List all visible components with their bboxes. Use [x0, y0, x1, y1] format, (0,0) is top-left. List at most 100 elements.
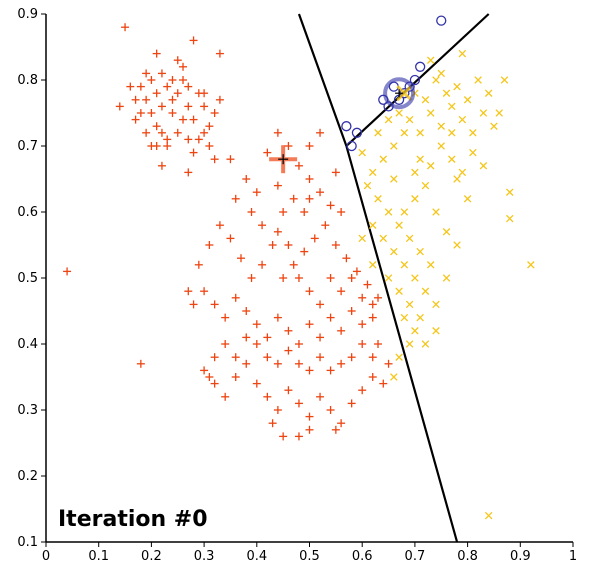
cluster-blue-point	[415, 61, 426, 72]
cluster-yellow-point	[484, 511, 493, 520]
x-tick-label: 0	[42, 549, 50, 564]
cluster-red-point	[294, 359, 303, 368]
cluster-yellow-point	[432, 76, 440, 84]
cluster-red-point	[200, 102, 209, 111]
cluster-yellow-point	[453, 241, 461, 249]
cluster-red-point	[194, 260, 203, 269]
boundary-red-blue	[297, 13, 348, 147]
plot-area: 0 0.1 0.2 0.3 0.4 0.5 0.6 0.7 0.8 0.9 1 0.10.20.30…	[17, 7, 577, 564]
cluster-yellow-point	[421, 181, 430, 190]
cluster-red-point	[63, 267, 72, 276]
x-tick-label: 0.6	[352, 549, 373, 564]
cluster-red-point	[263, 333, 272, 342]
cluster-yellow-point	[384, 208, 393, 216]
cluster-yellow-point	[416, 313, 424, 322]
boundary-blue-yellow	[345, 13, 490, 147]
cluster-red-centroid-cross	[278, 154, 289, 165]
cluster-red-point	[147, 109, 156, 117]
cluster-yellow-centroid	[396, 85, 413, 102]
x-tick-label: 0.9	[510, 549, 531, 564]
cluster-red-point	[263, 148, 272, 157]
cluster-red-point	[294, 432, 303, 441]
cluster-red-point	[305, 287, 314, 296]
cluster-yellow-point	[469, 129, 477, 137]
y-tick-label: 0.5	[17, 271, 38, 286]
cluster-red-point	[368, 313, 377, 322]
cluster-red-point	[305, 194, 314, 203]
cluster-blue-point	[409, 74, 421, 86]
cluster-red-point	[273, 406, 282, 414]
cluster-red-point	[242, 333, 251, 342]
cluster-yellow-point	[490, 122, 498, 130]
cluster-yellow-point	[384, 115, 393, 124]
cluster-red-point	[242, 307, 251, 315]
cluster-red-point	[384, 359, 393, 368]
cluster-red-point	[226, 155, 235, 164]
cluster-red-point	[258, 221, 267, 230]
cluster-red-point	[157, 161, 166, 170]
cluster-red-point	[210, 353, 219, 362]
x-tick-label: 0.7	[405, 549, 426, 564]
cluster-red-point	[342, 254, 351, 263]
cluster-red-point	[337, 419, 346, 428]
cluster-yellow-point	[405, 300, 414, 309]
cluster-red-point	[231, 194, 240, 203]
cluster-red-point	[305, 425, 314, 434]
cluster-red-point	[115, 102, 124, 111]
cluster-red-point	[284, 346, 293, 355]
cluster-yellow-point	[358, 148, 366, 157]
cluster-red-point	[273, 359, 282, 368]
cluster-red-point	[331, 241, 340, 249]
cluster-red-point	[305, 366, 314, 375]
cluster-red-point	[152, 49, 161, 58]
cluster-yellow-point	[411, 327, 419, 335]
boundary-red-yellow-lower	[345, 145, 459, 543]
cluster-red-point	[131, 95, 140, 104]
cluster-red-point	[136, 82, 145, 91]
cluster-red-point	[252, 340, 261, 348]
cluster-yellow-point	[479, 109, 488, 117]
cluster-red-point	[284, 326, 293, 335]
cluster-yellow-point	[400, 261, 409, 269]
cluster-yellow-point	[474, 76, 482, 84]
cluster-red-point	[142, 128, 151, 137]
cluster-red-point	[210, 379, 219, 388]
cluster-yellow-point	[463, 96, 472, 104]
cluster-red-point	[358, 386, 367, 395]
cluster-red-point	[221, 340, 230, 348]
cluster-yellow-point	[426, 261, 435, 269]
cluster-yellow-point	[506, 188, 514, 196]
cluster-red-point	[273, 227, 282, 236]
cluster-yellow-point	[421, 287, 430, 295]
cluster-red-point	[284, 241, 293, 249]
cluster-red-point	[179, 62, 188, 71]
cluster-blue-point	[436, 15, 447, 26]
cluster-red-point	[168, 109, 177, 117]
cluster-red-point	[252, 379, 261, 388]
cluster-red-point	[305, 412, 314, 421]
cluster-red-point	[247, 208, 256, 216]
cluster-red-point	[194, 135, 203, 144]
cluster-red-point	[258, 260, 267, 269]
cluster-yellow-point	[395, 287, 403, 295]
cluster-red-point	[221, 313, 230, 322]
cluster-yellow-point	[421, 340, 430, 348]
cluster-red-point	[252, 188, 261, 197]
cluster-red-point	[263, 353, 272, 362]
cluster-red-point	[331, 425, 340, 434]
cluster-red-point	[263, 392, 272, 401]
cluster-red-point	[326, 366, 335, 375]
cluster-yellow-point	[395, 221, 403, 229]
cluster-yellow-point	[432, 208, 440, 216]
cluster-red-point	[236, 254, 245, 263]
cluster-red-point	[184, 82, 193, 91]
cluster-red-point	[126, 82, 135, 91]
cluster-yellow-point	[411, 274, 419, 282]
cluster-red-point	[374, 340, 383, 348]
cluster-yellow-point	[390, 247, 398, 256]
cluster-yellow-point	[368, 221, 377, 229]
cluster-yellow-point	[426, 162, 435, 170]
cluster-red-point	[337, 359, 346, 368]
cluster-red-point	[242, 175, 251, 183]
cluster-red-point	[242, 359, 251, 368]
